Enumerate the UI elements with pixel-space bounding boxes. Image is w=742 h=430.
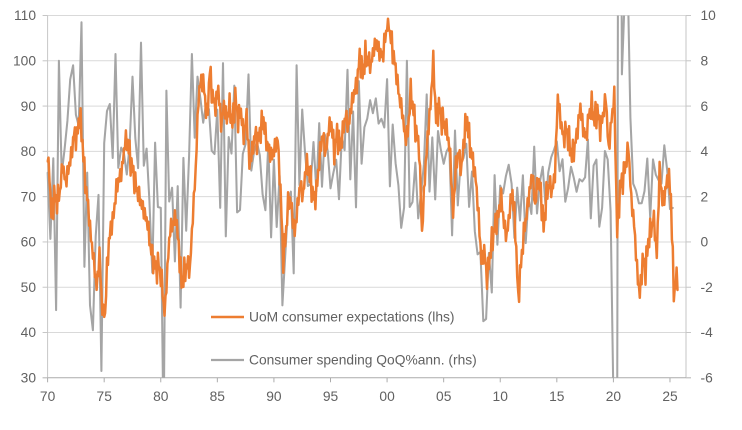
svg-text:70: 70 [21,189,37,204]
svg-text:00: 00 [379,389,395,404]
svg-text:20: 20 [606,389,622,404]
svg-text:75: 75 [97,389,113,404]
svg-text:8: 8 [701,54,709,69]
svg-text:90: 90 [21,99,37,114]
svg-text:90: 90 [266,389,282,404]
svg-text:40: 40 [21,325,37,340]
svg-text:30: 30 [21,371,37,386]
svg-text:-4: -4 [701,325,714,340]
svg-text:10: 10 [493,389,509,404]
svg-text:50: 50 [21,280,37,295]
svg-text:UoM consumer expectations (lhs: UoM consumer expectations (lhs) [249,310,455,325]
svg-text:2: 2 [701,189,709,204]
svg-text:0: 0 [701,235,709,250]
svg-text:-6: -6 [701,371,714,386]
svg-text:15: 15 [549,389,565,404]
svg-text:60: 60 [21,235,37,250]
svg-text:85: 85 [210,389,226,404]
svg-text:-2: -2 [701,280,713,295]
svg-text:25: 25 [662,389,678,404]
svg-text:10: 10 [701,8,717,23]
svg-text:100: 100 [13,54,36,69]
svg-text:80: 80 [153,389,169,404]
svg-text:05: 05 [436,389,452,404]
svg-text:6: 6 [701,99,709,114]
svg-text:80: 80 [21,144,37,159]
svg-text:4: 4 [701,144,709,159]
svg-text:95: 95 [323,389,339,404]
svg-text:Consumer spending QoQ%ann. (rh: Consumer spending QoQ%ann. (rhs) [249,353,477,368]
svg-text:70: 70 [40,389,56,404]
svg-text:110: 110 [14,8,36,23]
